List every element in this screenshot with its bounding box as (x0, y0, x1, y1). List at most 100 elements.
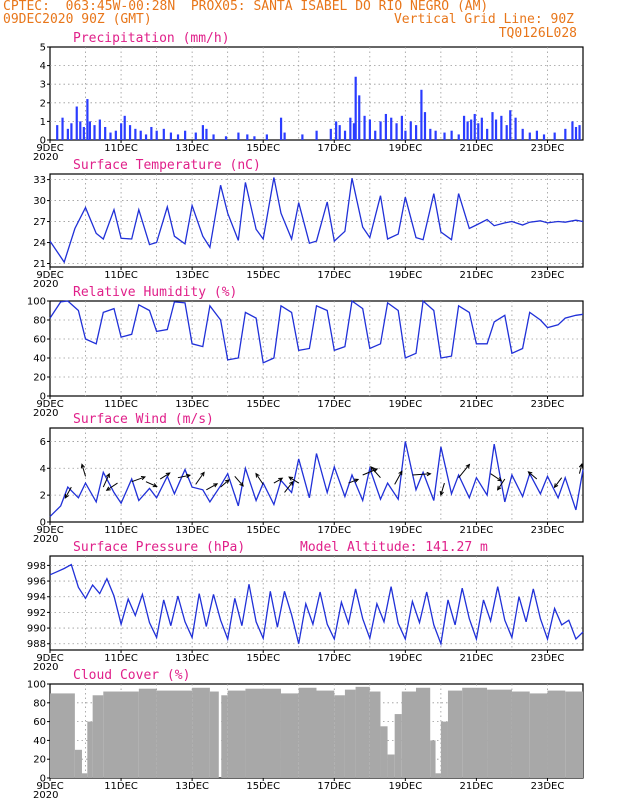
panel-4-xtick-label: 11DEC (104, 653, 138, 664)
precip-bar (246, 134, 249, 140)
cloud-cover-bar (245, 688, 281, 778)
wind-vector (370, 466, 381, 479)
precip-bar (354, 76, 357, 140)
panel-0-year-label: 2020 (33, 152, 58, 163)
panel-2-ytick-label: 80 (33, 316, 46, 327)
precip-bar (542, 134, 546, 140)
panel-2-ytick-label: 100 (27, 297, 46, 308)
panel-4-ytick-label: 992 (27, 608, 46, 619)
precip-bar (374, 130, 377, 140)
panel-1-title: Surface Temperature (nC) (73, 158, 261, 173)
panel-5-ytick-label: 80 (33, 698, 46, 709)
panel-2-xtick-label: 15DEC (246, 399, 280, 410)
wind-vector (497, 478, 506, 491)
precip-bar (553, 132, 556, 140)
precip-bar (420, 89, 423, 140)
cloud-cover-bar (487, 689, 512, 778)
panel-0-xtick-label: 21DEC (460, 143, 494, 154)
panel-4-series-line (49, 563, 584, 647)
panel-0-ytick-label: 1 (40, 117, 46, 128)
precip-bar (98, 119, 101, 140)
panel-2-year-label: 2020 (33, 408, 58, 419)
panel-5-ytick-label: 100 (27, 680, 46, 691)
precip-bar (150, 126, 153, 140)
wind-vector-head (165, 472, 171, 477)
precip-bar (450, 130, 453, 140)
cloud-cover-bar (447, 690, 463, 778)
panel-5-xtick-label: 11DEC (104, 781, 138, 792)
precip-bar (564, 128, 567, 140)
precip-bar (466, 121, 469, 140)
panel-2-xtick-label: 13DEC (175, 399, 209, 410)
precip-bar (434, 130, 437, 140)
wind-vector-head (439, 491, 444, 497)
panel-4-ytick-label: 990 (27, 624, 46, 635)
grid-line-label: Vertical Grid Line: 90Z (393, 12, 574, 27)
precip-bar (390, 117, 393, 140)
precip-bar (473, 113, 476, 140)
wind-vector (131, 476, 146, 483)
panel-2-series-line (49, 299, 584, 364)
precip-bar (265, 134, 268, 140)
wind-vector (220, 479, 230, 488)
wind-vector-head (185, 473, 192, 479)
precip-bar (169, 132, 173, 140)
precip-bar (205, 128, 208, 140)
precip-bar (237, 132, 240, 140)
panel-4-ytick-label: 996 (27, 577, 46, 588)
panel-1-ytick-label: 27 (33, 217, 46, 228)
wind-vector (64, 486, 72, 499)
panel-5-xtick-label: 13DEC (175, 781, 209, 792)
wind-vector-head (553, 483, 559, 489)
panel-4-xtick-label: 13DEC (175, 653, 209, 664)
panel-1-xtick-label: 11DEC (104, 270, 138, 281)
cloud-cover-bar (529, 693, 548, 778)
precip-bar (134, 128, 137, 140)
wind-vector-head (578, 462, 584, 469)
panel-0-ytick-label: 4 (40, 61, 46, 72)
precip-bar (283, 132, 286, 140)
precip-bar (139, 130, 142, 140)
panel-1-xtick-label: 15DEC (246, 270, 280, 281)
cloud-cover-bar (430, 740, 436, 778)
cloud-cover-bar (565, 691, 583, 778)
panel-4-xtick-label: 21DEC (460, 653, 494, 664)
cloud-cover-bar (401, 691, 416, 778)
panel-3-frame (49, 427, 584, 523)
panel-0-title: Precipitation (mm/h) (73, 31, 230, 46)
panel-4-annotation: Model Altitude: 141.27 m (300, 540, 488, 555)
cloud-cover-bar (92, 695, 104, 778)
wind-vector-head (105, 486, 111, 491)
wind-vector (145, 481, 157, 487)
panel-1-xtick-label: 19DEC (388, 270, 422, 281)
panel-4-xtick-label: 17DEC (317, 653, 351, 664)
cloud-cover-bar (440, 721, 448, 778)
run-time-label: 09DEC2020 90Z (GMT) (3, 12, 152, 27)
panel-3-xtick-label: 15DEC (246, 525, 280, 536)
precip-bar (144, 134, 148, 140)
wind-vector-head (152, 483, 158, 488)
wind-vector-head (289, 480, 294, 486)
wind-vector-head (354, 478, 360, 483)
precip-bar (505, 125, 508, 140)
panel-5-xtick-label: 21DEC (460, 781, 494, 792)
wind-vector (273, 477, 283, 484)
panel-1-ytick-label: 24 (33, 238, 46, 249)
panel-2-ytick-label: 40 (33, 354, 46, 365)
precip-bar (414, 125, 418, 140)
panel-1-xtick-label: 9DEC (36, 270, 63, 281)
panel-2-xtick-label: 11DEC (104, 399, 138, 410)
panel-1-ytick-label: 30 (33, 196, 46, 207)
wind-vector (362, 468, 378, 476)
precip-bar (86, 99, 89, 140)
precip-bar (301, 134, 304, 140)
wind-vector (348, 478, 359, 484)
precip-bar (462, 115, 466, 140)
wind-vector (206, 483, 218, 491)
panel-2-ytick-label: 20 (33, 373, 46, 384)
panel-1-xtick-label: 23DEC (531, 270, 565, 281)
precip-bar (343, 130, 347, 140)
panel-5-xtick-label: 19DEC (388, 781, 422, 792)
precip-bar (535, 130, 539, 140)
panel-0-ytick-label: 2 (40, 98, 46, 109)
